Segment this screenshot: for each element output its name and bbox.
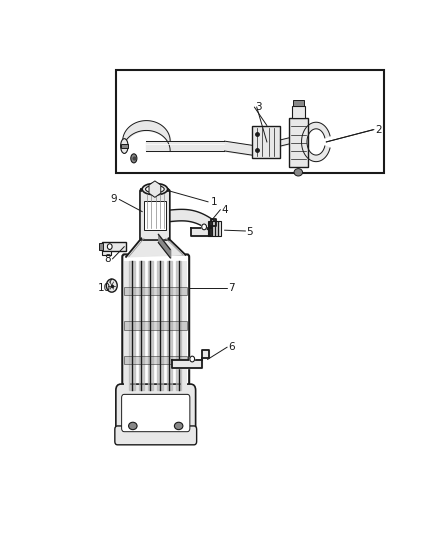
Ellipse shape bbox=[120, 139, 128, 154]
Text: 7: 7 bbox=[228, 282, 235, 293]
Bar bbox=[116, 70, 384, 173]
Circle shape bbox=[106, 279, 117, 292]
Bar bbox=[124, 261, 131, 390]
Bar bbox=[102, 243, 126, 251]
Ellipse shape bbox=[294, 168, 303, 176]
Ellipse shape bbox=[142, 183, 168, 195]
Ellipse shape bbox=[145, 185, 164, 193]
Bar bbox=[124, 321, 187, 330]
Circle shape bbox=[202, 224, 206, 230]
Text: 4: 4 bbox=[221, 205, 228, 215]
Text: 1: 1 bbox=[211, 197, 218, 207]
FancyBboxPatch shape bbox=[140, 190, 170, 240]
Bar bbox=[251, 126, 280, 158]
Text: 6: 6 bbox=[228, 342, 235, 352]
Bar bbox=[289, 118, 307, 167]
Polygon shape bbox=[172, 350, 209, 368]
Text: 9: 9 bbox=[111, 195, 117, 204]
FancyBboxPatch shape bbox=[115, 426, 197, 445]
Text: 10: 10 bbox=[97, 282, 110, 293]
Text: 8: 8 bbox=[104, 254, 111, 264]
Circle shape bbox=[190, 356, 194, 362]
Bar bbox=[144, 201, 166, 230]
Ellipse shape bbox=[131, 154, 137, 163]
Text: 3: 3 bbox=[255, 102, 262, 112]
Polygon shape bbox=[191, 219, 216, 236]
Polygon shape bbox=[301, 122, 330, 161]
Bar bbox=[292, 106, 305, 118]
Ellipse shape bbox=[129, 422, 137, 430]
Polygon shape bbox=[126, 238, 185, 257]
Text: 2: 2 bbox=[376, 125, 382, 135]
Bar bbox=[99, 243, 103, 250]
Circle shape bbox=[107, 244, 112, 249]
Bar bbox=[121, 144, 128, 148]
FancyBboxPatch shape bbox=[116, 384, 196, 440]
Bar bbox=[124, 356, 187, 364]
Bar bbox=[208, 221, 221, 236]
FancyBboxPatch shape bbox=[122, 254, 189, 397]
Ellipse shape bbox=[174, 422, 183, 430]
Bar bbox=[124, 287, 187, 295]
Bar bbox=[293, 100, 304, 106]
Bar bbox=[181, 261, 187, 390]
FancyBboxPatch shape bbox=[122, 394, 190, 432]
Text: 5: 5 bbox=[247, 227, 253, 237]
Bar bbox=[102, 251, 111, 255]
